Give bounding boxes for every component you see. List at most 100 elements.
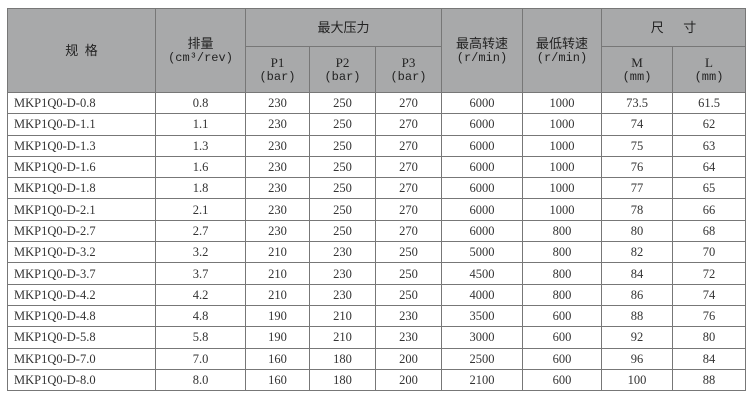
table-cell: 92 [601,326,673,349]
table-cell: 68 [672,219,746,243]
table-cell: 800 [522,283,602,306]
table-cell: 6000 [441,177,523,200]
table-cell: 800 [522,262,602,285]
header-m: M (mm) [601,46,673,93]
table-cell: 210 [245,262,310,285]
table-cell: 63 [672,134,746,157]
table-cell: 1000 [522,198,602,221]
table-cell: 230 [245,134,310,157]
table-cell: 250 [309,177,376,200]
table-cell: 2500 [441,347,523,370]
table-cell: MKP1Q0-D-1.8 [7,177,156,200]
table-cell: 6000 [441,134,523,157]
table-cell: MKP1Q0-D-2.7 [7,219,156,243]
table-cell: 1000 [522,91,602,115]
table-cell: 230 [309,262,376,285]
header-p2: P2 (bar) [309,46,376,93]
m-label: M [631,54,643,70]
table-cell: 180 [309,347,376,370]
header-min-speed: 最低转速 (r/min) [522,8,602,93]
table-cell: 160 [245,347,310,370]
header-dimensions: 尺 寸 [601,8,746,47]
table-row: MKP1Q0-D-5.8 5.8 190 210 230 3000 600 92 80 [7,326,746,349]
header-p1: P1 (bar) [245,46,310,93]
table-cell: 88 [672,368,746,392]
table-cell: 250 [375,283,442,306]
table-cell: 82 [601,241,673,264]
table-cell: 230 [245,177,310,200]
table-row: MKP1Q0-D-4.8 4.8 190 210 230 3500 600 88 76 [7,304,746,328]
l-unit: (mm) [694,69,724,84]
table-row: MKP1Q0-D-4.2 4.2 210 230 250 4000 800 86 74 [7,283,746,306]
table-cell: 210 [245,241,310,264]
table-cell: 4500 [441,262,523,285]
table-cell: MKP1Q0-D-1.3 [7,134,156,157]
table-cell: 78 [601,198,673,221]
table-cell: 230 [245,91,310,115]
table-cell: 230 [245,113,310,136]
p2-unit: (bar) [324,69,361,84]
table-cell: 800 [522,241,602,264]
table-cell: MKP1Q0-D-4.2 [7,283,156,306]
table-cell: 270 [375,134,442,157]
p1-unit: (bar) [259,69,296,84]
table-cell: 270 [375,177,442,200]
table-cell: 86 [601,283,673,306]
table-cell: 250 [375,262,442,285]
table-cell: 61.5 [672,91,746,115]
table-cell: 230 [375,326,442,349]
table-cell: MKP1Q0-D-2.1 [7,198,156,221]
table-cell: MKP1Q0-D-0.8 [7,91,156,115]
table-cell: 250 [309,219,376,243]
p2-label: P2 [335,54,350,70]
table-cell: 70 [672,241,746,264]
table-cell: 66 [672,198,746,221]
p3-unit: (bar) [390,69,427,84]
table-cell: 230 [245,155,310,179]
table-cell: 3.7 [155,262,246,285]
table-row: MKP1Q0-D-3.7 3.7 210 230 250 4500 800 84 72 [7,262,746,285]
table-cell: 1.8 [155,177,246,200]
table-cell: 2.7 [155,219,246,243]
table-cell: MKP1Q0-D-4.8 [7,304,156,328]
p1-label: P1 [270,54,285,70]
table-cell: 62 [672,113,746,136]
table-cell: 72 [672,262,746,285]
table-cell: 0.8 [155,91,246,115]
table-cell: MKP1Q0-D-7.0 [7,347,156,370]
table-cell: 64 [672,155,746,179]
p3-label: P3 [401,54,416,70]
table-cell: 3500 [441,304,523,328]
m-unit: (mm) [622,69,652,84]
table-cell: 84 [601,262,673,285]
table-row: MKP1Q0-D-2.1 2.1 230 250 270 6000 1000 78 66 [7,198,746,221]
l-label: L [705,54,713,70]
table-cell: 270 [375,155,442,179]
table-cell: 80 [672,326,746,349]
table-cell: 96 [601,347,673,370]
table-row: MKP1Q0-D-8.0 8.0 160 180 200 2100 600 100 88 [7,368,746,392]
table-cell: 200 [375,347,442,370]
table-row: MKP1Q0-D-1.1 1.1 230 250 270 6000 1000 74 62 [7,113,746,136]
table-cell: 1000 [522,113,602,136]
table-cell: 250 [309,155,376,179]
min-speed-label: 最低转速 [535,35,588,51]
table-cell: 73.5 [601,91,673,115]
table-cell: 2.1 [155,198,246,221]
max-speed-unit: (r/min) [456,50,508,65]
table-cell: MKP1Q0-D-5.8 [7,326,156,349]
table-cell: 270 [375,219,442,243]
table-row: MKP1Q0-D-1.8 1.8 230 250 270 6000 1000 77 65 [7,177,746,200]
table-cell: 230 [309,283,376,306]
table-cell: 600 [522,347,602,370]
table-cell: 76 [601,155,673,179]
min-speed-unit: (r/min) [536,50,588,65]
table-cell: 6000 [441,91,523,115]
table-cell: 2100 [441,368,523,392]
header-p3: P3 (bar) [375,46,442,93]
table-cell: 1000 [522,155,602,179]
header-l: L (mm) [672,46,746,93]
table-cell: 76 [672,304,746,328]
max-speed-label: 最高转速 [455,35,508,51]
table-cell: 210 [309,326,376,349]
